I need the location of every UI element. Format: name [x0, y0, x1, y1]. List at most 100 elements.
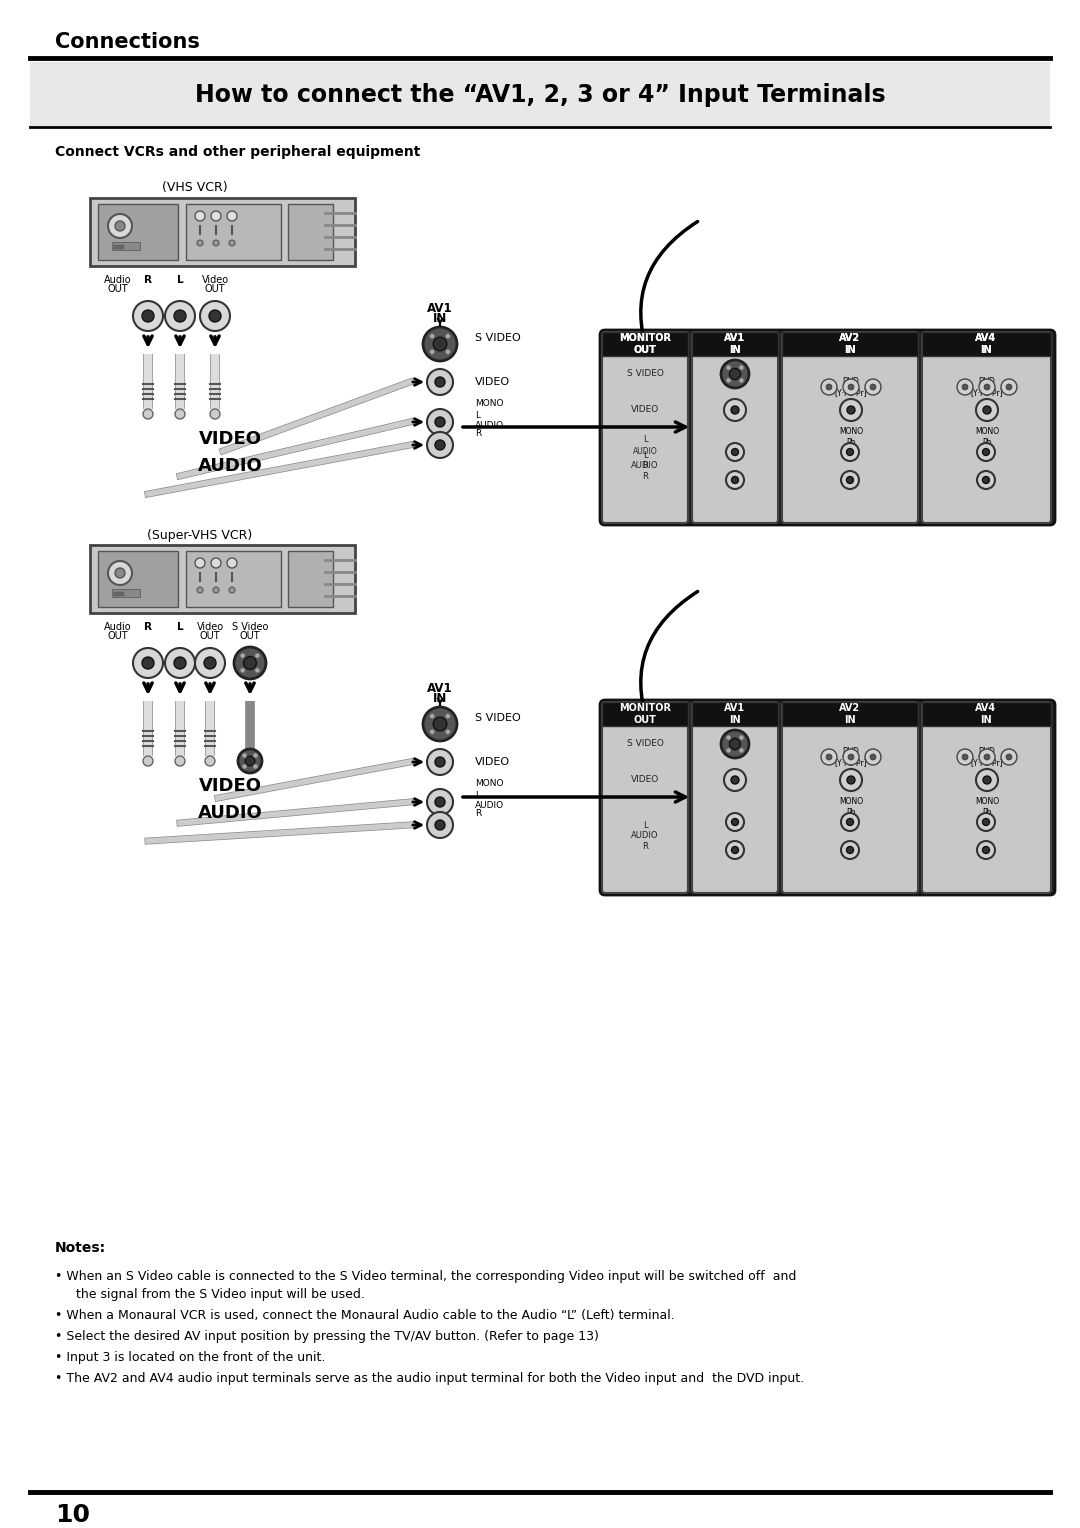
Circle shape [843, 379, 859, 396]
Text: Connections: Connections [55, 32, 200, 52]
Bar [114, 244, 124, 249]
Text: Video: Video [197, 622, 224, 633]
Bar [186, 205, 281, 260]
Circle shape [244, 657, 256, 669]
Text: DVD
[Y·Pb·Pr]: DVD [Y·Pb·Pr] [971, 747, 1003, 767]
Circle shape [739, 747, 744, 753]
Text: MONITOR
OUT: MONITOR OUT [619, 333, 671, 354]
Circle shape [195, 558, 205, 568]
Circle shape [957, 749, 973, 766]
Circle shape [983, 449, 989, 455]
Circle shape [726, 471, 744, 489]
Circle shape [210, 410, 220, 419]
Bar [30, 63, 1050, 127]
Text: L
AUDIO
R: L AUDIO R [631, 821, 659, 851]
Bar [112, 241, 140, 251]
Circle shape [729, 738, 741, 750]
Text: OUT: OUT [108, 631, 129, 642]
Circle shape [984, 384, 990, 390]
Text: AUDIO: AUDIO [475, 801, 504, 810]
Circle shape [133, 648, 163, 678]
Circle shape [430, 729, 434, 735]
Bar [112, 588, 140, 597]
Circle shape [847, 776, 855, 784]
Text: MONO
Pb: MONO Pb [975, 428, 999, 446]
Bar [288, 205, 333, 260]
Circle shape [1001, 749, 1017, 766]
Circle shape [721, 730, 750, 758]
Text: L: L [177, 275, 184, 286]
Text: VIDEO: VIDEO [631, 405, 659, 414]
Circle shape [978, 749, 995, 766]
Text: R: R [475, 810, 482, 819]
Circle shape [731, 449, 739, 455]
Circle shape [962, 753, 968, 759]
Text: VIDEO: VIDEO [631, 776, 659, 784]
Circle shape [847, 406, 855, 414]
Bar [782, 701, 918, 726]
Circle shape [435, 417, 445, 426]
Circle shape [245, 756, 255, 766]
Circle shape [739, 735, 744, 740]
FancyBboxPatch shape [602, 332, 688, 523]
Circle shape [1005, 384, 1012, 390]
Circle shape [724, 769, 746, 792]
Text: AV4
IN: AV4 IN [975, 703, 997, 724]
Text: DVD
[Y·Pb·Pr]: DVD [Y·Pb·Pr] [835, 377, 867, 397]
Circle shape [726, 365, 731, 370]
Circle shape [165, 648, 195, 678]
Text: VIDEO: VIDEO [199, 778, 261, 795]
Text: (Super-VHS VCR): (Super-VHS VCR) [147, 529, 253, 541]
Circle shape [427, 410, 453, 435]
Circle shape [1001, 379, 1017, 396]
Text: R: R [144, 622, 152, 633]
Circle shape [445, 333, 450, 339]
Circle shape [108, 561, 132, 585]
Bar [922, 332, 1051, 356]
Text: • Input 3 is located on the front of the unit.: • Input 3 is located on the front of the… [55, 1351, 325, 1365]
Text: AV1
IN: AV1 IN [725, 703, 745, 724]
Circle shape [983, 477, 989, 483]
Bar [692, 701, 778, 726]
Circle shape [427, 788, 453, 814]
Text: AV1: AV1 [428, 681, 453, 695]
Circle shape [143, 756, 153, 766]
Text: L: L [643, 435, 647, 445]
Circle shape [253, 764, 258, 769]
Circle shape [165, 301, 195, 332]
Circle shape [205, 756, 215, 766]
FancyBboxPatch shape [600, 700, 1055, 895]
Circle shape [210, 310, 221, 322]
FancyBboxPatch shape [692, 332, 778, 523]
Circle shape [977, 813, 995, 831]
Circle shape [242, 764, 247, 769]
Circle shape [840, 399, 862, 422]
Circle shape [240, 668, 245, 672]
Text: IN: IN [433, 313, 447, 325]
Text: S VIDEO: S VIDEO [626, 740, 663, 749]
Bar [602, 332, 688, 356]
Text: IN: IN [433, 692, 447, 706]
Circle shape [726, 443, 744, 461]
Text: S VIDEO: S VIDEO [475, 714, 521, 723]
Circle shape [731, 477, 739, 483]
Circle shape [423, 707, 457, 741]
Circle shape [726, 840, 744, 859]
Circle shape [427, 749, 453, 775]
Circle shape [433, 338, 447, 351]
Circle shape [865, 749, 881, 766]
Circle shape [143, 410, 153, 419]
Circle shape [445, 729, 450, 735]
Bar [782, 332, 918, 356]
Circle shape [983, 406, 991, 414]
Text: AV1
IN: AV1 IN [725, 333, 745, 354]
Text: OUT: OUT [240, 631, 260, 642]
Circle shape [870, 753, 876, 759]
Circle shape [108, 214, 132, 238]
Text: AV2
IN: AV2 IN [839, 333, 861, 354]
Circle shape [195, 648, 225, 678]
Bar [98, 205, 178, 260]
Text: MONO
Pb: MONO Pb [839, 428, 863, 446]
Circle shape [983, 776, 991, 784]
Circle shape [721, 361, 750, 388]
